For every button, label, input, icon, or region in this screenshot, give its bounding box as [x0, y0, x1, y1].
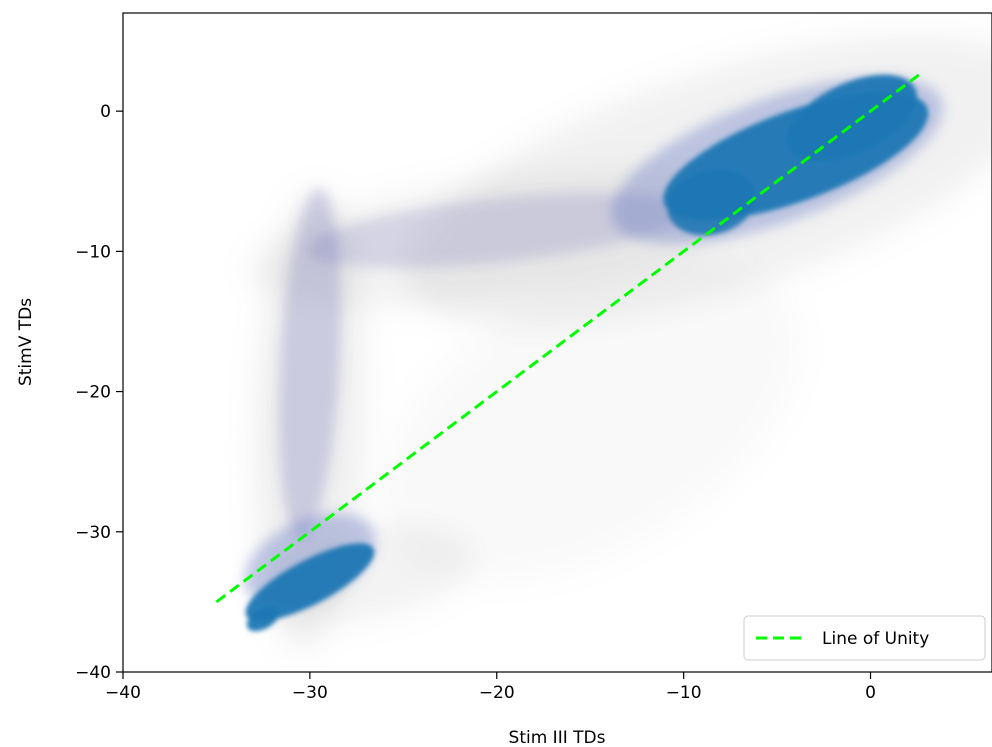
haze-diagonal — [380, 258, 800, 581]
x-tick-label: −10 — [666, 683, 702, 703]
band-vertical — [278, 188, 342, 539]
core-lower — [245, 543, 375, 622]
y-tick-label: −20 — [75, 383, 111, 403]
plot-frame — [122, 12, 992, 673]
y-tick-label: −30 — [75, 523, 111, 543]
y-axis: −40 −30 −20 −10 0 — [75, 102, 123, 683]
x-axis: −40 −30 −20 −10 0 — [105, 672, 876, 703]
y-tick-label: −10 — [75, 242, 111, 262]
legend-box — [743, 615, 986, 661]
legend: Line of Unity — [743, 615, 986, 661]
band-horizontal — [307, 192, 686, 268]
core-lower-tip — [246, 606, 280, 632]
y-tick-label: 0 — [100, 102, 111, 122]
plot-area — [215, 35, 992, 650]
x-tick-label: −20 — [479, 683, 515, 703]
x-axis-label: Stim III TDs — [509, 728, 606, 747]
core-upper-right — [786, 74, 917, 162]
x-tick-label: 0 — [865, 683, 876, 703]
legend-entry-label: Line of Unity — [822, 629, 929, 649]
line-of-unity — [215, 70, 924, 604]
y-axis-label: StimV TDs — [16, 298, 36, 386]
scatter-cores — [245, 74, 929, 632]
x-tick-label: −40 — [105, 683, 141, 703]
x-tick-label: −30 — [292, 683, 328, 703]
y-tick-label: −40 — [75, 663, 111, 683]
core-upper-left — [667, 169, 756, 236]
